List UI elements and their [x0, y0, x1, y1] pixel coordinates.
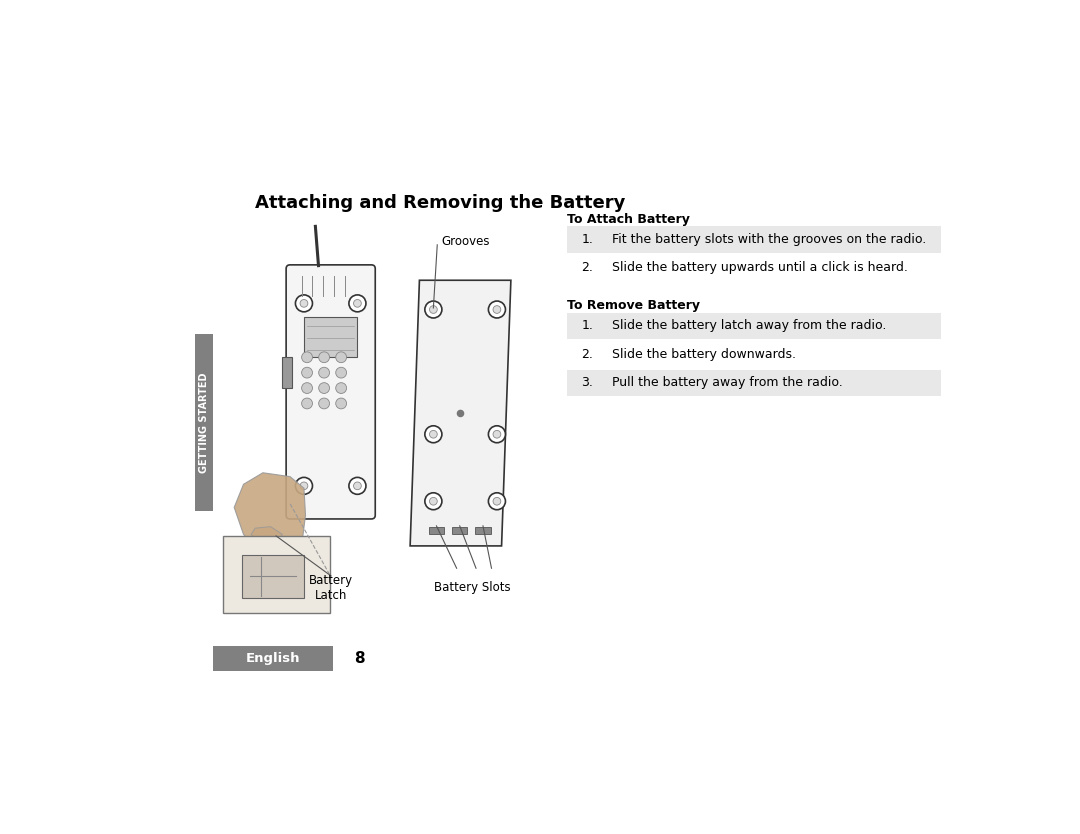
Bar	[429, 526, 444, 535]
Bar	[303, 317, 356, 357]
Text: 2.: 2.	[581, 348, 593, 360]
Text: 8: 8	[354, 651, 365, 666]
Bar	[567, 226, 941, 253]
Bar	[567, 369, 941, 396]
Circle shape	[349, 295, 366, 312]
Text: 2.: 2.	[581, 261, 593, 274]
Text: Pull the battery away from the radio.: Pull the battery away from the radio.	[612, 376, 843, 389]
Polygon shape	[234, 473, 306, 555]
Circle shape	[319, 367, 329, 378]
FancyBboxPatch shape	[286, 265, 375, 519]
Text: Attaching and Removing the Battery: Attaching and Removing the Battery	[255, 194, 625, 213]
Text: To Attach Battery: To Attach Battery	[567, 213, 690, 225]
Bar	[213, 646, 333, 671]
Circle shape	[336, 352, 347, 363]
Text: Slide the battery upwards until a click is heard.: Slide the battery upwards until a click …	[612, 261, 908, 274]
Circle shape	[319, 398, 329, 409]
Circle shape	[430, 497, 437, 505]
Circle shape	[353, 482, 362, 490]
Circle shape	[296, 295, 312, 312]
Text: Battery
Latch: Battery Latch	[309, 575, 353, 602]
Bar	[567, 313, 941, 339]
Circle shape	[319, 383, 329, 394]
Circle shape	[301, 352, 312, 363]
Circle shape	[488, 301, 505, 318]
Circle shape	[424, 301, 442, 318]
Text: Battery Slots: Battery Slots	[434, 580, 511, 594]
Circle shape	[349, 477, 366, 495]
Polygon shape	[410, 280, 511, 546]
Text: 1.: 1.	[581, 233, 593, 246]
Circle shape	[300, 299, 308, 307]
Circle shape	[494, 306, 501, 314]
Text: Fit the battery slots with the grooves on the radio.: Fit the battery slots with the grooves o…	[612, 233, 927, 246]
Bar	[282, 357, 292, 388]
Circle shape	[301, 398, 312, 409]
Circle shape	[488, 493, 505, 510]
Circle shape	[336, 398, 347, 409]
Circle shape	[300, 482, 308, 490]
Circle shape	[296, 477, 312, 495]
FancyBboxPatch shape	[195, 334, 213, 511]
Text: 3.: 3.	[581, 376, 593, 389]
Text: English: English	[245, 652, 300, 666]
Bar	[451, 526, 468, 535]
Text: Grooves: Grooves	[441, 235, 489, 249]
Circle shape	[494, 430, 501, 438]
Circle shape	[430, 306, 437, 314]
Text: GETTING STARTED: GETTING STARTED	[199, 373, 208, 473]
Circle shape	[353, 299, 362, 307]
Circle shape	[430, 430, 437, 438]
Text: To Remove Battery: To Remove Battery	[567, 299, 701, 312]
Circle shape	[301, 383, 312, 394]
Circle shape	[336, 383, 347, 394]
Text: Slide the battery latch away from the radio.: Slide the battery latch away from the ra…	[612, 319, 887, 332]
Polygon shape	[252, 526, 282, 550]
Circle shape	[424, 426, 442, 443]
Text: 1.: 1.	[581, 319, 593, 332]
Text: Slide the battery downwards.: Slide the battery downwards.	[612, 348, 796, 360]
Circle shape	[494, 497, 501, 505]
Bar	[222, 536, 329, 613]
Circle shape	[488, 426, 505, 443]
Bar	[475, 526, 490, 535]
Circle shape	[424, 493, 442, 510]
Circle shape	[301, 367, 312, 378]
Circle shape	[458, 410, 463, 416]
Bar	[242, 555, 303, 597]
Circle shape	[336, 367, 347, 378]
Circle shape	[319, 352, 329, 363]
